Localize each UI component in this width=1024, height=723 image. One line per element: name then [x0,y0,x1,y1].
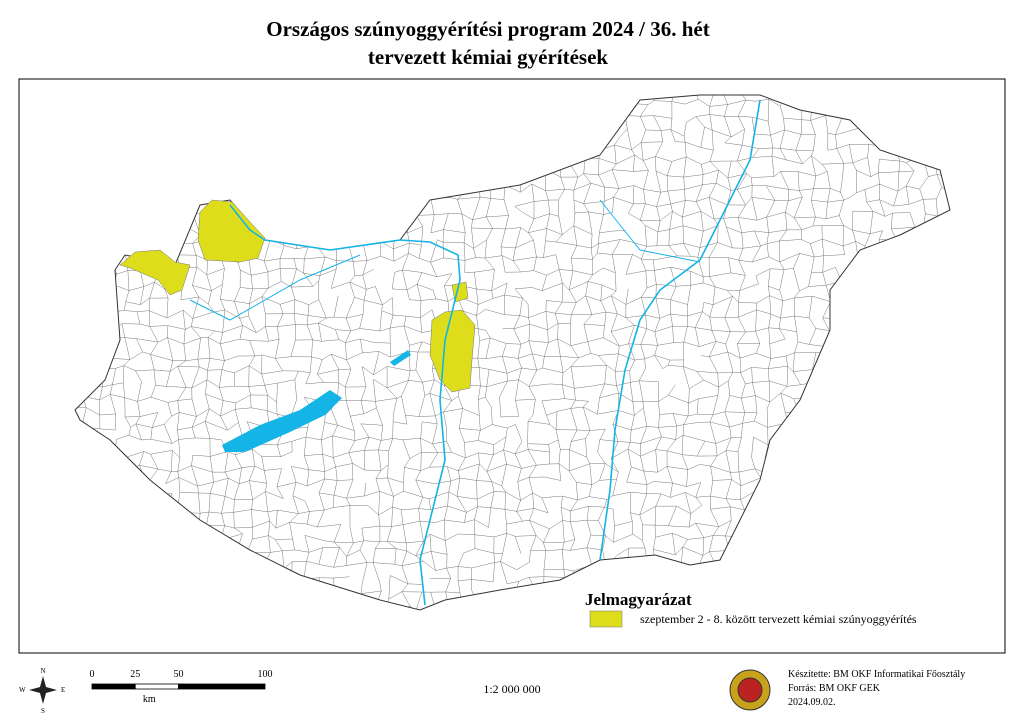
scale-tick-label: 25 [130,669,140,680]
legend-swatch [589,610,623,628]
title: Országos szúnyoggyérítési program 2024 /… [266,17,709,41]
scale-tick-label: 100 [258,669,273,680]
subtitle: tervezett kémiai gyérítések [368,45,609,69]
lake-balaton [222,390,342,452]
emblem [729,669,771,711]
compass-e: E [61,686,65,694]
compass-s: S [41,707,45,715]
credit-date: 2024.09.02. [788,697,836,708]
scale-unit: km [143,694,156,705]
credit-author: Készítette: BM OKF Informatikai Főosztál… [788,669,965,680]
compass-n: N [40,667,45,675]
compass-w: W [19,686,26,694]
scale-segment [91,683,136,690]
credit-source: Forrás: BM OKF GEK [788,683,881,694]
scale-tick-label: 0 [90,669,95,680]
scale-segment [134,683,179,690]
legend-label: szeptember 2 - 8. között tervezett kémia… [640,612,917,626]
scale-bar: 0 25 50 100 km [90,669,273,705]
scale-tick-label: 50 [174,669,184,680]
scale-segment [178,683,266,690]
legend-title: Jelmagyarázat [585,590,692,609]
scale-text: 1:2 000 000 [483,682,540,696]
lake-velence [390,350,411,366]
rivers [189,99,761,606]
compass: N E S W [19,667,65,715]
map-frame [18,78,1006,654]
country-map [74,94,951,611]
